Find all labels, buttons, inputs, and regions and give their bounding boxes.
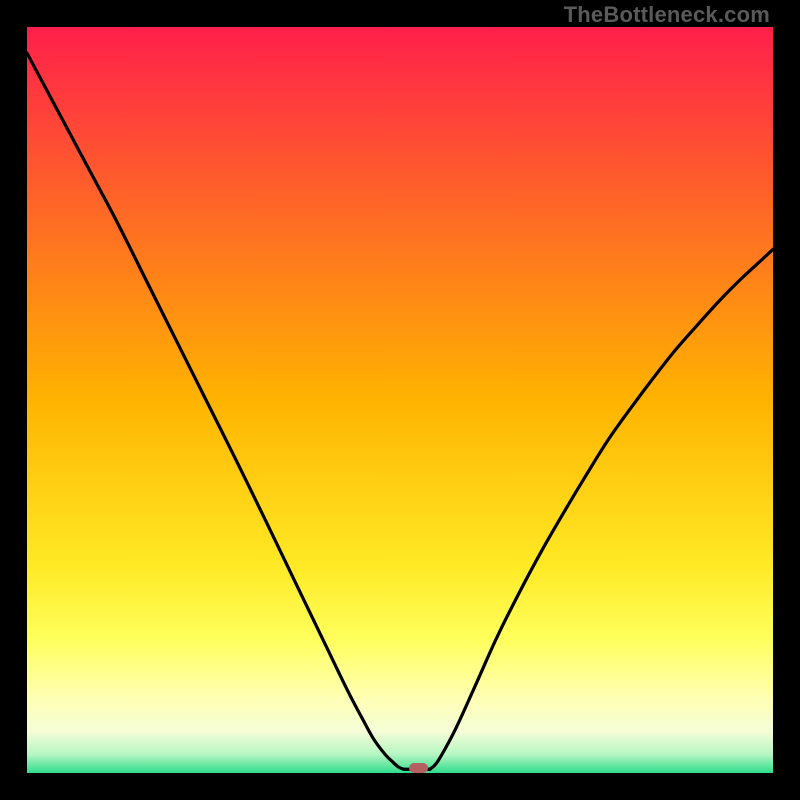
curve-left-branch <box>27 53 404 769</box>
watermark-text: TheBottleneck.com <box>564 2 770 28</box>
bottleneck-curve <box>27 27 773 773</box>
minimum-marker <box>409 763 428 773</box>
plot-area <box>27 27 773 773</box>
curve-right-branch <box>430 249 773 769</box>
chart-frame: TheBottleneck.com <box>0 0 800 800</box>
